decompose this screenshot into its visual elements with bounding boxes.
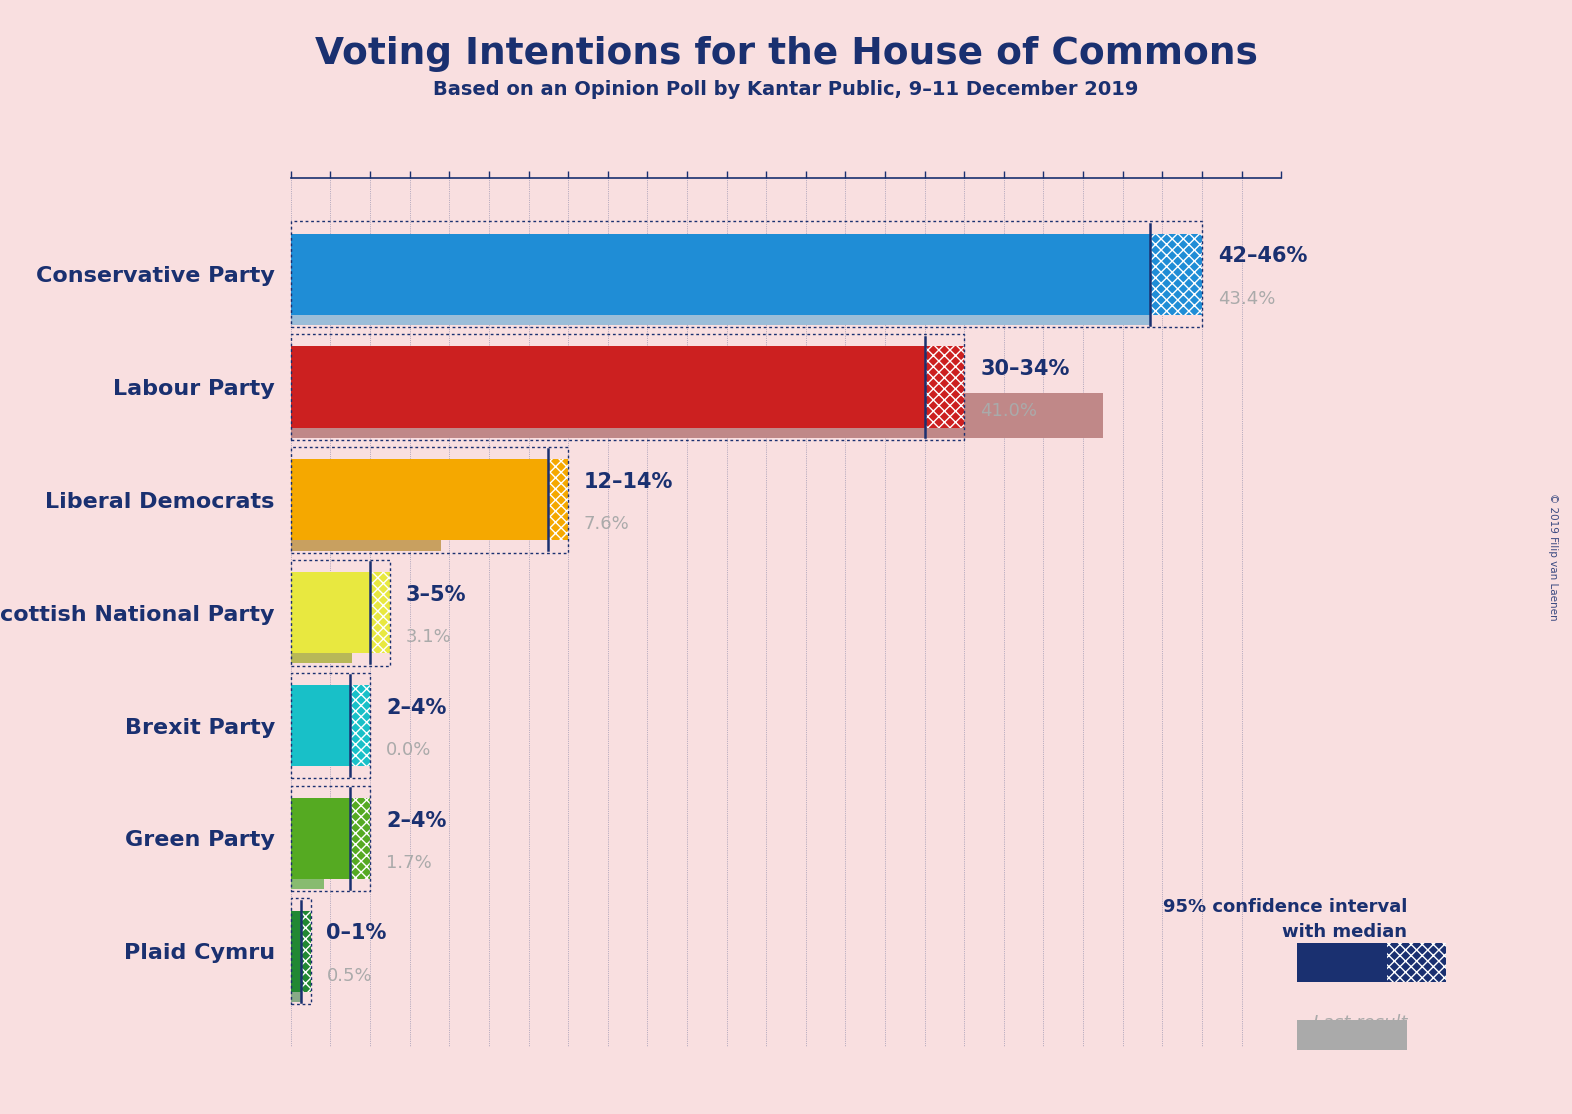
Text: © 2019 Filip van Laenen: © 2019 Filip van Laenen (1548, 494, 1558, 620)
Bar (291, 506, 442, 550)
Text: 2–4%: 2–4% (385, 697, 446, 717)
Bar (1297, 1019, 1407, 1051)
Bar (291, 910, 300, 991)
Bar (549, 459, 567, 540)
Bar (291, 346, 924, 428)
Bar (291, 281, 1151, 325)
Text: 43.4%: 43.4% (1218, 290, 1275, 307)
Bar (1297, 942, 1387, 983)
Bar (291, 234, 1151, 315)
Bar (291, 573, 369, 653)
Bar (291, 785, 369, 891)
Bar (291, 957, 300, 1001)
Bar (291, 560, 390, 665)
Text: 95% confidence interval
with median: 95% confidence interval with median (1163, 898, 1407, 940)
Text: 3–5%: 3–5% (406, 585, 467, 605)
Bar (291, 898, 311, 1004)
Text: 30–34%: 30–34% (979, 359, 1069, 379)
Text: Last result: Last result (1313, 1014, 1407, 1032)
Bar (351, 685, 369, 766)
Text: 3.1%: 3.1% (406, 628, 451, 646)
Bar (1151, 234, 1203, 315)
Text: 0.5%: 0.5% (327, 967, 373, 985)
Bar (291, 798, 351, 879)
Bar (291, 334, 964, 440)
Text: 0–1%: 0–1% (327, 924, 387, 944)
Text: 7.6%: 7.6% (583, 516, 630, 534)
Text: 12–14%: 12–14% (583, 472, 673, 492)
Text: Voting Intentions for the House of Commons: Voting Intentions for the House of Commo… (314, 36, 1258, 71)
Text: Based on an Opinion Poll by Kantar Public, 9–11 December 2019: Based on an Opinion Poll by Kantar Publi… (434, 80, 1138, 99)
Bar (300, 910, 311, 991)
Text: 0.0%: 0.0% (385, 741, 431, 759)
Bar (291, 222, 1203, 328)
Bar (291, 618, 352, 664)
Bar (291, 673, 369, 779)
Bar (291, 459, 549, 540)
Bar (291, 685, 351, 766)
Bar (1387, 942, 1446, 983)
Bar (291, 844, 324, 889)
Bar (924, 346, 964, 428)
Bar (291, 447, 567, 553)
Bar (351, 798, 369, 879)
Bar (291, 393, 1104, 438)
Text: 42–46%: 42–46% (1218, 246, 1308, 266)
Text: 1.7%: 1.7% (385, 853, 432, 872)
Text: 2–4%: 2–4% (385, 811, 446, 831)
Bar (369, 573, 390, 653)
Text: 41.0%: 41.0% (979, 402, 1038, 420)
